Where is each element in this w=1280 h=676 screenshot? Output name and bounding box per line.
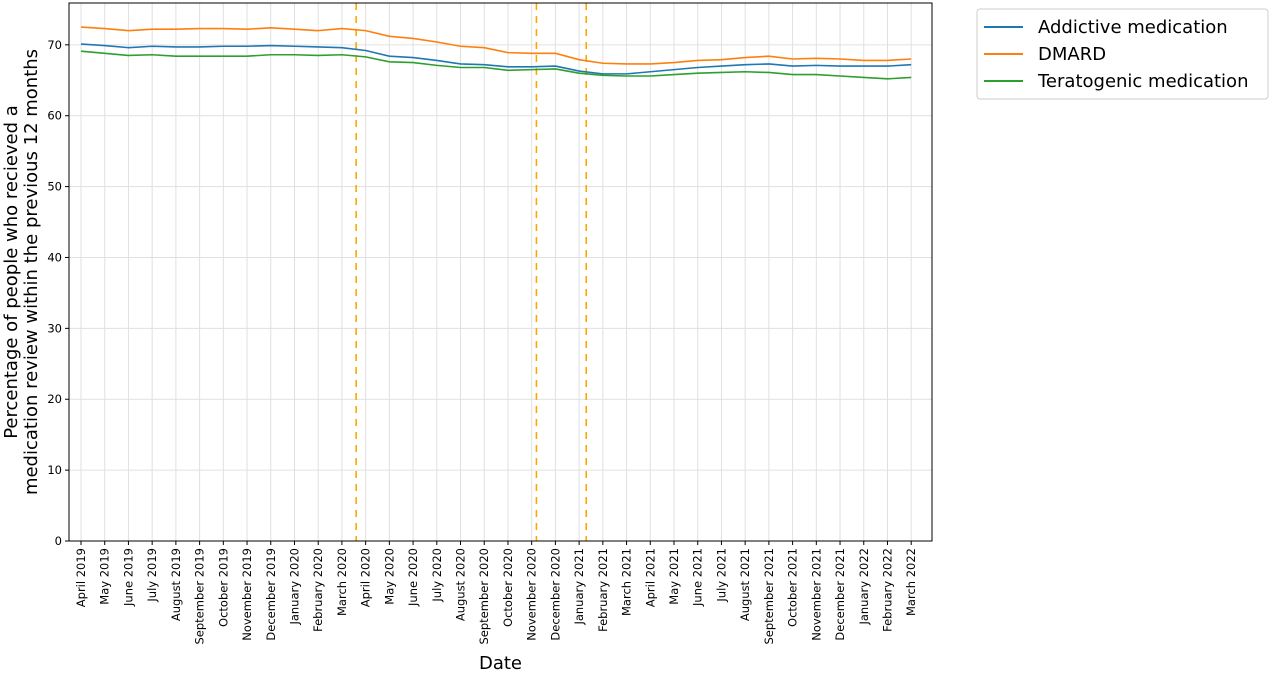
legend-label-addictive-medication: Addictive medication: [1038, 17, 1228, 38]
x-tick-label: April 2020: [359, 548, 373, 607]
x-tick-label: August 2021: [738, 548, 752, 621]
x-tick-label: October 2019: [216, 548, 230, 627]
y-axis-label-line-2: medication review within the previous 12…: [21, 49, 42, 495]
y-tick-label: 50: [47, 180, 62, 194]
series-line-dmard: [80, 26, 912, 65]
x-tick-label: June 2021: [691, 548, 705, 607]
x-tick-label: October 2021: [786, 548, 800, 627]
legend: Addictive medication DMARD Teratogenic med…: [976, 8, 1269, 100]
x-tick-label: July 2020: [430, 548, 444, 603]
x-tick-label: September 2020: [477, 548, 491, 645]
x-tick-label: August 2019: [169, 548, 183, 621]
y-tick-label: 40: [47, 250, 62, 264]
x-tick-label: July 2019: [145, 548, 159, 603]
series-line-addictive-medication: [80, 43, 912, 75]
x-tick-label: December 2019: [264, 548, 278, 641]
series-line-teratogenic-medication: [80, 50, 912, 80]
x-tick-label: November 2021: [809, 548, 823, 641]
x-tick-label: March 2021: [620, 548, 634, 616]
x-tick-label: May 2019: [98, 548, 112, 605]
x-tick-label: February 2022: [880, 548, 894, 632]
y-tick-label: 70: [47, 38, 62, 52]
x-tick-label: September 2019: [193, 548, 207, 645]
x-tick-label: January 2022: [857, 548, 871, 626]
y-axis-ticks: 0 10 20 30 40 50 60 70: [47, 38, 69, 548]
x-tick-label: April 2019: [74, 548, 88, 607]
x-tick-label: February 2021: [596, 548, 610, 632]
x-tick-label: December 2020: [548, 548, 562, 641]
x-axis-label: Date: [479, 653, 522, 672]
series-lines: [80, 26, 912, 80]
legend-label-dmard: DMARD: [1038, 44, 1106, 65]
y-tick-label: 0: [55, 534, 62, 548]
x-tick-label: April 2021: [643, 548, 657, 607]
x-tick-label: May 2020: [382, 548, 396, 605]
x-tick-label: November 2020: [525, 548, 539, 641]
reference-lines: [355, 3, 588, 541]
y-axis-label: Percentage of people who recieved a medi…: [1, 49, 42, 495]
x-tick-label: August 2020: [454, 548, 468, 621]
y-tick-label: 60: [47, 109, 62, 123]
x-tick-label: February 2020: [311, 548, 325, 632]
x-tick-label: March 2020: [335, 548, 349, 616]
x-tick-label: March 2022: [904, 548, 918, 616]
legend-label-teratogenic-medication: Teratogenic medication: [1037, 71, 1248, 92]
plot-frame: [68, 2, 933, 542]
x-tick-label: July 2021: [714, 548, 728, 603]
y-axis-label-line-1: Percentage of people who recieved a: [1, 105, 22, 439]
x-tick-label: December 2021: [833, 548, 847, 641]
x-tick-label: January 2021: [572, 548, 586, 626]
x-tick-label: September 2021: [762, 548, 776, 645]
x-tick-label: June 2019: [121, 548, 135, 607]
y-tick-label: 20: [47, 392, 62, 406]
y-tick-label: 30: [47, 321, 62, 335]
x-tick-label: June 2020: [406, 548, 420, 607]
legend-box: [976, 8, 1269, 100]
x-axis-ticks: April 2019 May 2019 June 2019 July 2019 Augu…: [74, 541, 918, 645]
x-tick-label: May 2021: [667, 548, 681, 605]
grid: [69, 3, 932, 542]
x-tick-label: November 2019: [240, 548, 254, 641]
x-tick-label: October 2020: [501, 548, 515, 627]
x-tick-label: January 2020: [287, 548, 301, 626]
y-tick-label: 10: [47, 463, 62, 477]
